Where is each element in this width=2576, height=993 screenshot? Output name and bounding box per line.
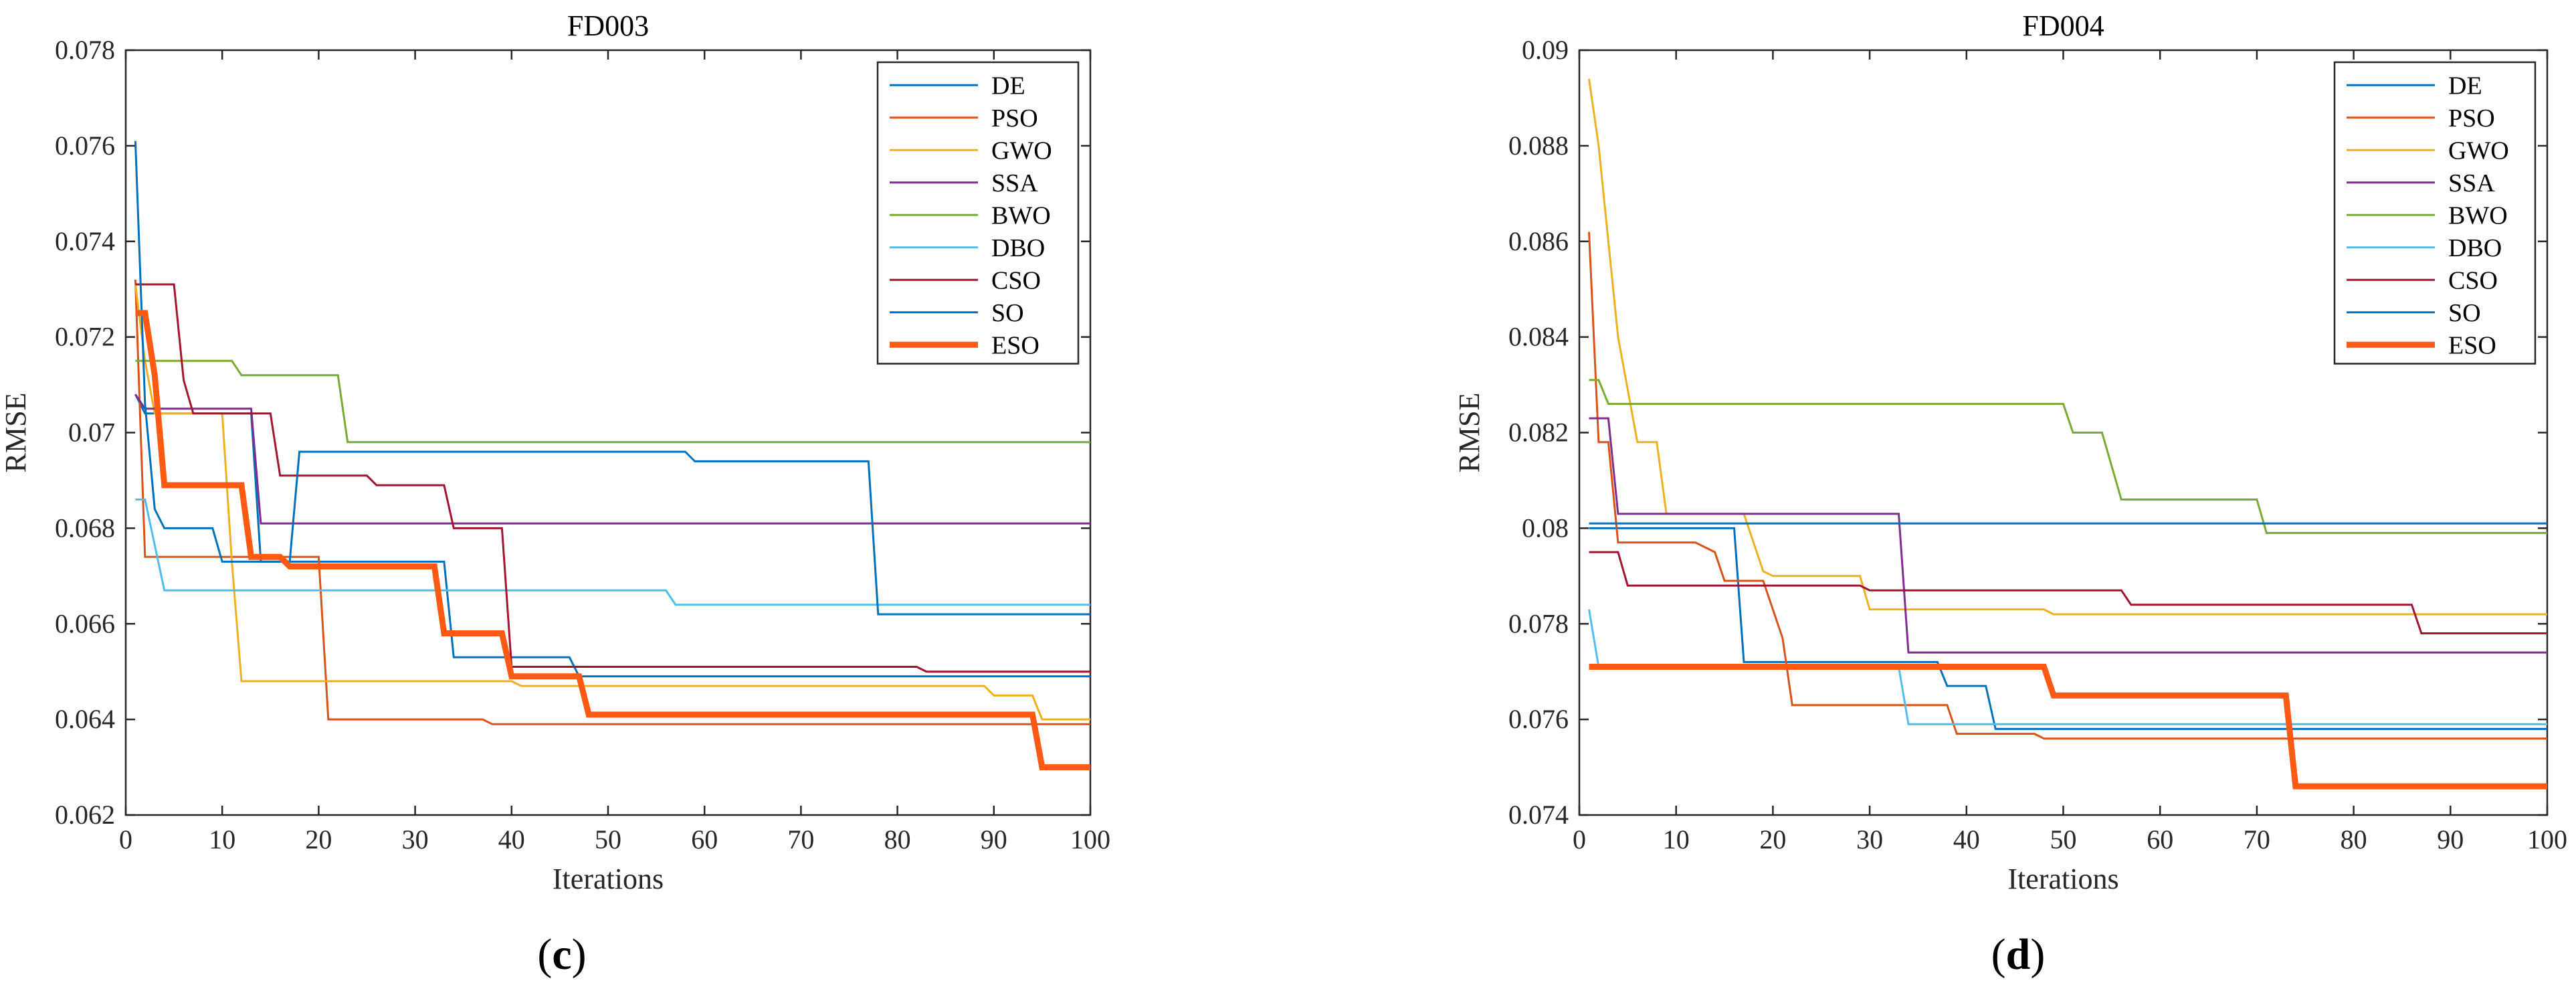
series-line-ssa	[1589, 417, 2547, 654]
series-line-bwo	[135, 359, 1090, 444]
y-axis-label: RMSE	[0, 393, 32, 473]
x-tick-label: 90	[2437, 824, 2464, 854]
legend-label: DBO	[2448, 234, 2502, 262]
x-tick-label: 40	[498, 824, 525, 854]
x-tick-label: 0	[119, 824, 132, 854]
y-tick-label: 0.086	[1508, 226, 1569, 256]
series-line-pso	[134, 279, 1090, 725]
x-tick-label: 60	[2147, 824, 2173, 854]
x-tick-label: 70	[787, 824, 814, 854]
series-line-dbo	[135, 499, 1090, 606]
series-line-pso	[1588, 232, 2547, 740]
y-tick-label: 0.082	[1508, 418, 1569, 448]
y-tick-label: 0.08	[1522, 513, 1569, 543]
x-tick-label: 80	[884, 824, 911, 854]
legend-label: SO	[991, 299, 1024, 327]
x-tick-label: 50	[595, 824, 621, 854]
legend-label: PSO	[2448, 104, 2495, 132]
legend: DE PSO GWO SSA BWO DBO CSO SO ESO	[2333, 61, 2537, 365]
x-tick-label: 50	[2050, 824, 2077, 854]
series-line-de	[1589, 527, 2547, 730]
legend: DE PSO GWO SSA BWO DBO CSO SO ESO	[876, 61, 1080, 365]
y-tick-label: 0.076	[55, 130, 115, 161]
x-tick-label: 100	[2527, 824, 2567, 854]
y-axis-label: RMSE	[1453, 393, 1486, 473]
series-line-eso	[1589, 664, 2547, 790]
legend-box	[876, 61, 1080, 365]
legend-label: DE	[991, 72, 1025, 100]
y-tick-label: 0.09	[1522, 35, 1569, 65]
x-tick-label: 80	[2341, 824, 2367, 854]
legend-label: SO	[2448, 299, 2481, 327]
series-line-bwo	[1589, 379, 2547, 534]
x-tick-label: 10	[209, 824, 235, 854]
x-tick-label: 0	[1573, 824, 1586, 854]
series-line-so	[134, 141, 1090, 616]
y-tick-label: 0.068	[55, 513, 115, 543]
x-tick-label: 20	[305, 824, 332, 854]
series-line-eso	[135, 310, 1090, 771]
series-line-gwo	[134, 284, 1090, 721]
y-tick-label: 0.062	[55, 800, 115, 830]
legend-label: GWO	[2448, 137, 2509, 165]
legend-label: ESO	[991, 331, 1039, 359]
panel-label: (d)	[1991, 930, 2046, 979]
legend-label: CSO	[991, 266, 1041, 294]
x-tick-label: 90	[981, 824, 1007, 854]
legend-label: GWO	[991, 137, 1052, 165]
legend-label: SSA	[991, 169, 1038, 197]
legend-label: BWO	[2448, 201, 2508, 230]
x-tick-label: 30	[1856, 824, 1883, 854]
y-tick-label: 0.074	[1508, 800, 1569, 830]
chart-fd004: 0 10 20 30 40 50 60 70 80 90 100 0.074 0.076 0.078 0.0…	[1453, 9, 2567, 895]
series-line-cso	[1589, 551, 2547, 634]
x-tick-label: 30	[402, 824, 429, 854]
y-tick-label: 0.076	[1508, 704, 1569, 734]
y-tick-label: 0.078	[55, 35, 115, 65]
x-tick-label: 40	[1953, 824, 1980, 854]
x-tick-label: 60	[691, 824, 718, 854]
legend-label: ESO	[2448, 331, 2496, 359]
y-tick-label: 0.072	[55, 322, 115, 352]
series-line-cso	[135, 283, 1090, 673]
chart-fd003: 0 10 20 30 40 50 60 70 80 90 100 0.062 0.064 0.066 0.0…	[0, 9, 1110, 895]
y-tick-label: 0.084	[1508, 322, 1569, 352]
legend-label: CSO	[2448, 266, 2498, 294]
x-axis-label: Iterations	[553, 863, 664, 895]
series-line-gwo	[1588, 78, 2547, 616]
legend-label: PSO	[991, 104, 1038, 132]
x-tick-label: 70	[2244, 824, 2270, 854]
chart-title: FD004	[2022, 9, 2104, 42]
x-axis-label: Iterations	[2007, 863, 2118, 895]
y-tick-label: 0.074	[55, 226, 115, 256]
chart-title: FD003	[567, 9, 649, 42]
legend-label: SSA	[2448, 169, 2495, 197]
y-tick-label: 0.066	[55, 608, 115, 638]
legend-box	[2333, 61, 2537, 365]
x-tick-label: 10	[1663, 824, 1690, 854]
x-tick-label: 20	[1759, 824, 1786, 854]
legend-label: DE	[2448, 72, 2482, 100]
y-tick-label: 0.07	[68, 418, 115, 448]
panel-label: (c)	[537, 930, 586, 979]
y-tick-label: 0.078	[1508, 608, 1569, 638]
legend-label: BWO	[991, 201, 1051, 230]
y-tick-label: 0.088	[1508, 130, 1569, 161]
series-line-ssa	[134, 393, 1090, 525]
x-tick-label: 100	[1070, 824, 1110, 854]
legend-label: DBO	[991, 234, 1045, 262]
y-tick-label: 0.064	[55, 704, 115, 734]
